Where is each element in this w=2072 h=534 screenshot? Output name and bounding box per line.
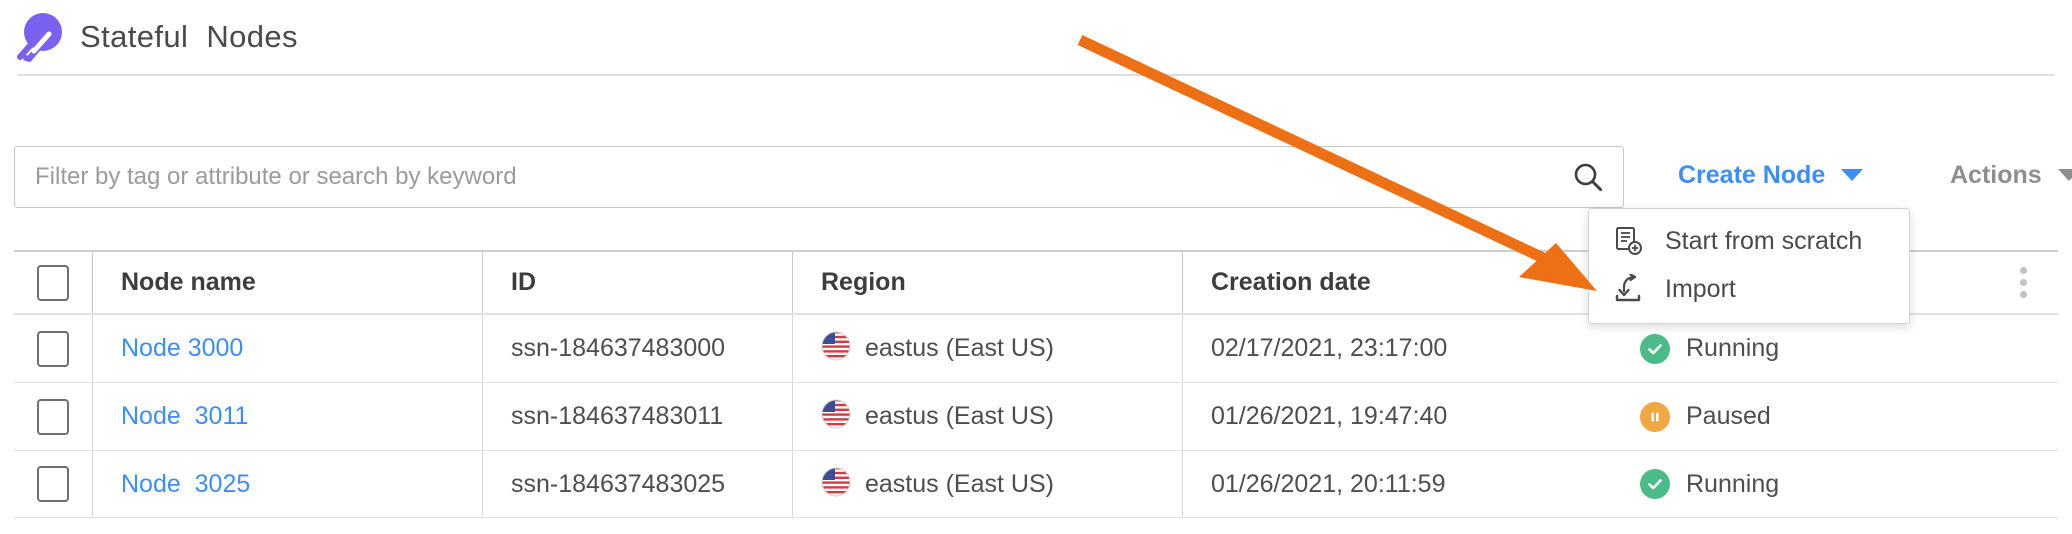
row-checkbox[interactable] bbox=[37, 330, 69, 367]
node-name-link[interactable]: Node 3000 bbox=[121, 334, 244, 362]
status-label: Running bbox=[1686, 334, 1780, 362]
page-title: Stateful Nodes bbox=[80, 19, 298, 54]
create-node-label: Create Node bbox=[1678, 160, 1826, 189]
creation-date-text: 01/26/2021, 19:47:40 bbox=[1211, 402, 1448, 430]
us-flag-icon bbox=[821, 399, 851, 434]
column-header-label: ID bbox=[511, 268, 536, 296]
row-options-cell bbox=[1988, 451, 2058, 517]
menu-item-import[interactable]: Import bbox=[1589, 265, 1909, 313]
cell-region: eastus (East US) bbox=[792, 383, 1182, 450]
node-name-link[interactable]: Node 3011 bbox=[121, 402, 249, 430]
column-header-id[interactable]: ID bbox=[482, 252, 792, 313]
column-header-node-name[interactable]: Node name bbox=[92, 252, 482, 313]
table-row[interactable]: Node 3011 ssn-184637483011 bbox=[14, 382, 2058, 450]
column-header-label: Node name bbox=[121, 268, 256, 296]
row-select-cell bbox=[14, 315, 92, 382]
status-label: Paused bbox=[1686, 402, 1771, 430]
column-header-region[interactable]: Region bbox=[792, 252, 1182, 313]
cell-status: Running bbox=[1612, 315, 1988, 382]
cell-status: Paused bbox=[1612, 383, 1988, 450]
menu-item-label: Start from scratch bbox=[1665, 226, 1863, 255]
us-flag-icon bbox=[821, 331, 851, 366]
header-divider bbox=[18, 74, 2054, 76]
cell-creation-date: 01/26/2021, 20:11:59 bbox=[1182, 451, 1612, 517]
cell-creation-date: 01/26/2021, 19:47:40 bbox=[1182, 383, 1612, 450]
check-circle-icon bbox=[1640, 333, 1670, 364]
row-options-cell bbox=[1988, 383, 2058, 450]
column-header-creation-date[interactable]: Creation date bbox=[1182, 252, 1612, 313]
region-text: eastus (East US) bbox=[865, 402, 1054, 430]
region-text: eastus (East US) bbox=[865, 334, 1054, 362]
menu-item-label: Import bbox=[1665, 274, 1736, 303]
table-header-row: Node name ID Region Creation date bbox=[14, 250, 2058, 314]
node-id-text: ssn-184637483011 bbox=[511, 402, 724, 430]
node-name-link[interactable]: Node 3025 bbox=[121, 469, 251, 498]
search-input[interactable] bbox=[15, 147, 1553, 207]
cell-region: eastus (East US) bbox=[792, 315, 1182, 382]
app-header: Stateful Nodes bbox=[0, 0, 2072, 74]
row-options-cell bbox=[1988, 315, 2058, 382]
table-row[interactable]: Node 3000 ssn-184637483000 bbox=[14, 314, 2058, 382]
create-node-button[interactable]: Create Node bbox=[1678, 154, 1864, 196]
creation-date-text: 02/17/2021, 23:17:00 bbox=[1211, 334, 1448, 362]
actions-button[interactable]: Actions bbox=[1950, 154, 2072, 196]
cell-region: eastus (East US) bbox=[792, 451, 1182, 517]
column-header-label: Creation date bbox=[1211, 268, 1371, 296]
row-select-cell bbox=[14, 451, 92, 517]
region-text: eastus (East US) bbox=[865, 469, 1054, 498]
row-select-cell bbox=[14, 383, 92, 450]
column-header-label: Region bbox=[821, 268, 906, 296]
kebab-menu-icon[interactable] bbox=[2019, 267, 2027, 298]
cell-creation-date: 02/17/2021, 23:17:00 bbox=[1182, 315, 1612, 382]
cell-node-name: Node 3025 bbox=[92, 451, 482, 517]
status-label: Running bbox=[1686, 469, 1780, 498]
create-node-dropdown-menu: Start from scratch Import bbox=[1588, 208, 1910, 324]
cell-node-id: ssn-184637483025 bbox=[482, 451, 792, 517]
table-options-cell bbox=[1988, 252, 2058, 313]
search-icon[interactable] bbox=[1553, 147, 1623, 207]
row-checkbox[interactable] bbox=[37, 398, 69, 435]
chevron-down-icon bbox=[1841, 169, 1864, 181]
row-checkbox[interactable] bbox=[37, 466, 69, 502]
toolbar: Create Node Actions bbox=[14, 146, 2072, 208]
menu-item-start-from-scratch[interactable]: Start from scratch bbox=[1589, 217, 1909, 265]
cell-node-id: ssn-184637483011 bbox=[482, 383, 792, 450]
select-all-checkbox[interactable] bbox=[37, 264, 69, 301]
import-download-icon bbox=[1615, 273, 1643, 304]
cell-node-name: Node 3000 bbox=[92, 315, 482, 382]
cell-node-name: Node 3011 bbox=[92, 383, 482, 450]
pause-circle-icon bbox=[1640, 401, 1670, 432]
us-flag-icon bbox=[821, 467, 851, 502]
cell-node-id: ssn-184637483000 bbox=[482, 315, 792, 382]
chevron-down-icon bbox=[2057, 169, 2072, 181]
actions-label: Actions bbox=[1950, 160, 2042, 189]
table-row[interactable]: Node 3025 ssn-184637483025 bbox=[14, 450, 2058, 518]
select-all-cell bbox=[14, 252, 92, 313]
cell-status: Running bbox=[1612, 451, 1988, 517]
nodes-table: Node name ID Region Creation date Node 3… bbox=[14, 250, 2058, 518]
creation-date-text: 01/26/2021, 20:11:59 bbox=[1211, 469, 1446, 498]
spot-comet-logo-icon bbox=[12, 11, 64, 63]
document-add-icon bbox=[1615, 226, 1643, 256]
node-id-text: ssn-184637483000 bbox=[511, 334, 726, 362]
check-circle-icon bbox=[1640, 469, 1670, 499]
node-id-text: ssn-184637483025 bbox=[511, 469, 726, 498]
search-box[interactable] bbox=[14, 146, 1624, 208]
